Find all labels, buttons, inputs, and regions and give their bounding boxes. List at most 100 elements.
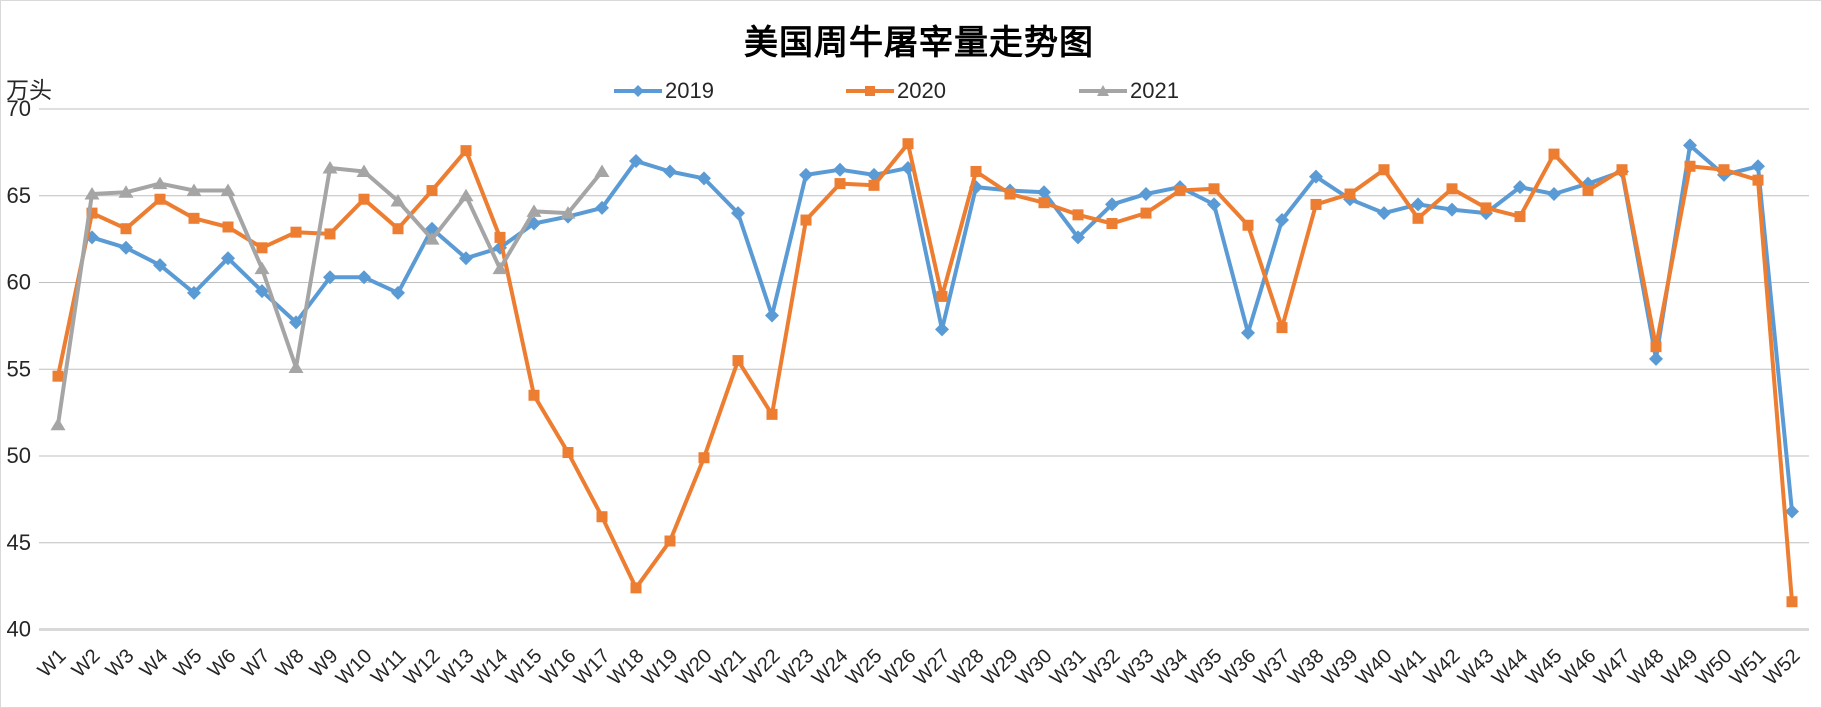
data-point-marker [1751, 159, 1765, 174]
data-point-marker [1616, 164, 1628, 176]
data-point-marker [1105, 197, 1119, 212]
data-point-marker [766, 408, 778, 420]
legend-label-2020: 2020 [897, 78, 946, 103]
x-axis-tick-label: W19 [638, 645, 683, 690]
data-point-marker [560, 206, 576, 219]
data-point-marker [1139, 187, 1153, 202]
data-point-marker [50, 417, 66, 431]
data-point-marker [220, 183, 236, 197]
data-point-marker [1446, 183, 1458, 195]
data-point-marker [1513, 180, 1527, 195]
chart-title: 美国周牛屠宰量走势图 [744, 24, 1094, 62]
data-point-marker [152, 176, 168, 190]
data-point-marker [970, 165, 982, 177]
legend-marker [865, 86, 875, 96]
x-axis-tick-label: W27 [910, 645, 955, 690]
x-axis-tick-label: W37 [1250, 645, 1295, 690]
data-point-marker [1208, 183, 1220, 195]
data-point-marker [799, 167, 813, 182]
x-axis-tick-label: W41 [1386, 645, 1431, 690]
x-axis-tick-label: W28 [944, 645, 989, 690]
data-point-marker [1004, 188, 1016, 200]
series-line-2021 [56, 166, 604, 427]
x-axis-tick-label: W46 [1556, 645, 1601, 690]
data-point-marker [1140, 207, 1152, 219]
data-point-marker [698, 452, 710, 464]
data-point-marker [731, 206, 745, 221]
series-line-2020 [56, 141, 1794, 604]
data-point-marker [356, 164, 372, 177]
data-point-marker [188, 212, 200, 224]
x-axis-tick-label: W15 [502, 645, 547, 690]
data-point-marker [834, 178, 846, 190]
data-point-marker [697, 171, 711, 186]
data-point-marker [562, 447, 574, 459]
x-axis-tick-label: W10 [332, 645, 377, 690]
data-point-marker [1445, 202, 1459, 217]
x-axis-tick-label: W39 [1318, 645, 1363, 690]
x-axis-tick-label: W2 [68, 645, 105, 682]
x-axis-tick-label: W38 [1284, 645, 1329, 690]
data-point-marker [935, 322, 949, 337]
x-axis-tick-label: W45 [1522, 645, 1567, 690]
series-2020 [52, 138, 1798, 608]
data-point-marker [460, 145, 472, 157]
data-point-marker [323, 270, 337, 285]
x-axis-tick-label: W36 [1216, 645, 1261, 690]
data-point-marker [526, 204, 542, 217]
x-axis-tick-label: W24 [808, 645, 853, 690]
legend: 2019 2020 2021 [1, 77, 1821, 107]
x-axis-tick-label: W49 [1658, 645, 1703, 690]
data-point-marker [664, 535, 676, 547]
x-axis-tick-label: W5 [170, 645, 207, 682]
data-point-marker [765, 308, 779, 323]
y-axis-tick-label: 55 [7, 356, 31, 381]
data-point-marker [596, 511, 608, 523]
diamond-legend-glyph [614, 85, 662, 97]
data-point-marker [1480, 202, 1492, 214]
data-point-marker [1310, 198, 1322, 210]
x-axis-tick-label: W1 [34, 645, 71, 682]
x-axis-tick-label: W33 [1114, 645, 1159, 690]
data-point-marker [324, 228, 336, 240]
x-axis-tick-label: W43 [1454, 645, 1499, 690]
x-axis-tick-label: W29 [978, 645, 1023, 690]
x-axis-tick-label: W42 [1420, 645, 1465, 690]
data-point-marker [630, 582, 642, 594]
data-point-marker [86, 207, 98, 219]
x-axis-tick-label: W30 [1012, 645, 1057, 690]
data-point-marker [1785, 504, 1799, 519]
x-axis-tick-label: W50 [1692, 645, 1737, 690]
data-point-marker [120, 223, 132, 235]
data-point-marker [494, 231, 506, 243]
data-point-marker [222, 221, 234, 233]
data-point-marker [84, 187, 100, 200]
data-point-marker [187, 285, 201, 300]
triangle-legend-glyph [1079, 85, 1127, 96]
x-axis-tick-label: W32 [1080, 645, 1125, 690]
data-point-marker [254, 261, 270, 275]
data-point-marker [1344, 188, 1356, 200]
series-2019 [85, 138, 1799, 519]
data-point-marker [288, 360, 304, 374]
x-axis-tick-label: W17 [570, 645, 615, 690]
data-point-marker [1038, 197, 1050, 209]
data-point-marker [1650, 341, 1662, 353]
data-point-marker [390, 193, 406, 207]
x-axis-tick-label: W12 [400, 645, 445, 690]
data-point-marker [594, 164, 610, 177]
data-point-marker [1411, 197, 1425, 212]
y-axis-tick-label: 60 [7, 270, 31, 295]
x-axis-tick-label: W25 [842, 645, 887, 690]
data-point-marker [1412, 212, 1424, 224]
data-point-marker [492, 261, 508, 275]
data-point-marker [221, 251, 235, 266]
data-point-marker [1514, 211, 1526, 223]
data-point-marker [118, 185, 134, 198]
data-point-marker [800, 214, 812, 226]
x-axis-tick-label: W21 [706, 645, 751, 690]
x-axis-tick-label: W23 [774, 645, 819, 690]
y-axis-tick-label: 45 [7, 530, 31, 555]
data-point-marker [1377, 206, 1391, 221]
